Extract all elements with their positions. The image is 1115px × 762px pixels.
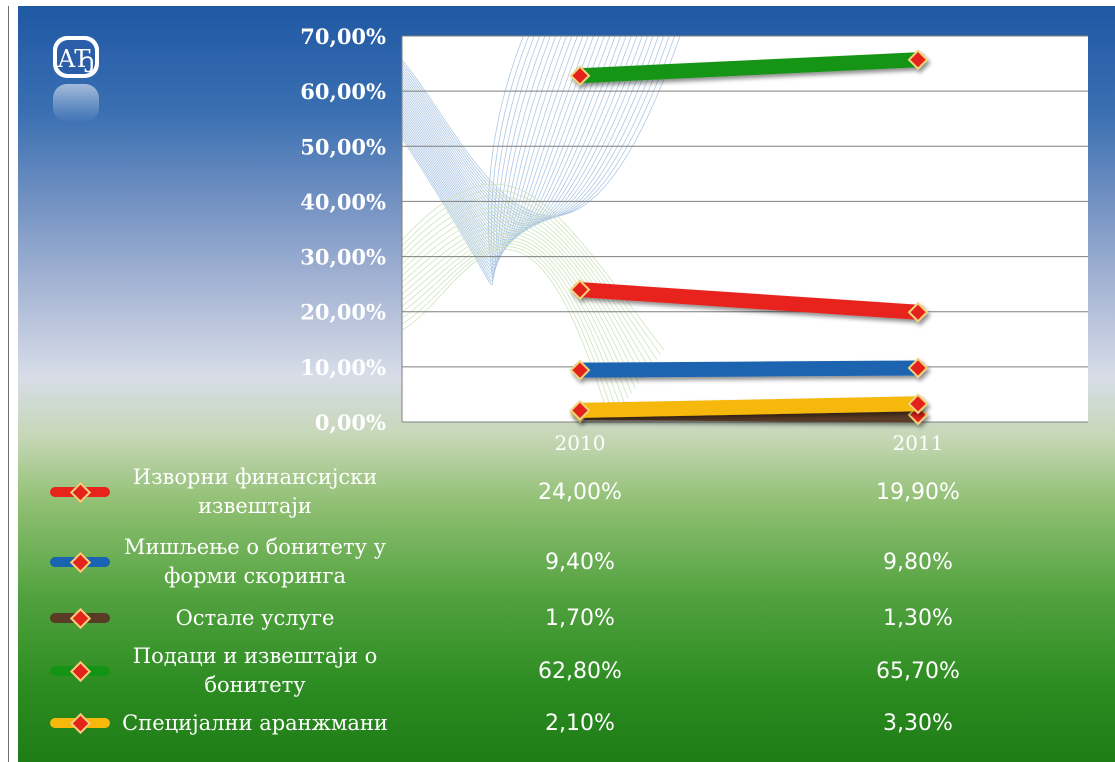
y-tick-label: 20,00% [300,300,386,325]
table-value-cell: 65,70% [876,658,960,684]
data-point-marker [907,404,929,426]
wave-line [401,220,640,384]
table-value-cell: 1,30% [883,605,953,631]
data-point-marker [907,49,929,71]
wave-line [401,35,584,251]
y-tick-label: 70,00% [300,24,386,49]
logo-icon: АЂ [53,36,99,122]
y-tick-label: 30,00% [300,245,386,270]
series-group [569,393,929,421]
legend-marker-icon [69,660,92,683]
wave-line [401,35,546,272]
wave-line [401,35,643,227]
wave-line [401,236,625,403]
wave-line [401,35,605,241]
legend-marker-icon [69,551,92,574]
table-value-cell: 1,70% [545,605,615,631]
data-point-marker [569,279,591,301]
legend-row: Мишљење о бонитету у форми скоринга 9,40%… [50,530,1090,594]
data-point-marker [569,400,591,421]
wave-line [401,249,611,423]
table-value-cell: 62,80% [538,658,622,684]
series-line [572,396,926,418]
y-tick-label: 50,00% [300,134,386,159]
x-tick-label: 2010 [555,431,606,455]
table-value-cell: 9,40% [545,549,615,575]
wave-line [401,35,638,228]
data-point-marker [907,357,929,379]
svg-text:АЂ: АЂ [57,45,94,73]
legend-marker-icon [69,481,92,504]
wave-line [401,35,524,286]
legend-row: Подаци и извештаји о бонитету 62,80% 65,70… [50,642,1090,700]
legend-row: Изворни финансијски извештаји 24,00% 19,90… [50,460,1090,524]
table-value-cell: 9,80% [883,549,953,575]
wave-line [401,35,648,225]
data-point-marker [569,65,591,87]
wave-line [401,201,654,365]
wave-line [401,240,622,408]
legend-key [50,712,110,735]
series-line [572,282,926,320]
legend-row: Специјални аранжмани 2,10% 3,30% [50,702,1090,744]
x-axis-ticks: 2010 2011 [555,431,944,455]
table-value-cell: 3,30% [883,710,953,736]
series-group [569,49,929,87]
wave-line [401,35,621,234]
wave-line [401,216,643,379]
wave-line [401,229,632,394]
legend-key [50,607,110,630]
legend-key [50,481,110,504]
wave-line [401,35,557,266]
wave-line [401,233,629,399]
wave-line [401,35,530,282]
legend-marker-icon [69,712,92,735]
wave-line [401,243,618,413]
legend-series-name: Мишљење о бонитету у форми скоринга [124,535,386,588]
wave-line [401,35,616,236]
wave-line [401,206,650,370]
wave-line [401,246,614,418]
y-tick-label: 0,00% [315,410,386,435]
legend-key [50,551,110,574]
legend-series-name: Изворни финансијски извештаји [132,465,378,518]
legend-key [50,660,110,683]
series-group [569,357,929,381]
wave-line [401,35,535,279]
data-point-marker [569,359,591,381]
table-value-cell: 19,90% [876,479,960,505]
y-axis-ticks: 0,00% 10,00% 20,00% 30,00% 40,00% 50,00% 60,00… [300,24,386,435]
left-border-line [8,6,9,762]
data-point-marker [907,393,929,415]
wave-line [401,195,658,360]
y-tick-label: 10,00% [300,355,386,380]
data-point-marker [907,301,929,323]
legend-row: Остале услуге 1,70% 1,30% [50,600,1090,636]
legend-series-name: Подаци и извештаји о бонитету [132,644,378,697]
y-tick-label: 40,00% [300,189,386,214]
wave-line [401,211,647,375]
legend-series-name: Специјални аранжмани [122,710,388,735]
y-tick-label: 60,00% [300,79,386,104]
series-line [572,360,926,378]
legend-marker-icon [69,607,92,630]
legend-series-name: Остале услуге [175,605,335,630]
series-group [569,279,929,323]
x-tick-label: 2011 [893,431,944,455]
wave-line [401,35,551,269]
wave-line [401,35,665,221]
table-value-cell: 2,10% [545,710,615,736]
series-lines [569,49,929,426]
series-line [572,52,926,84]
table-value-cell: 24,00% [538,479,622,505]
